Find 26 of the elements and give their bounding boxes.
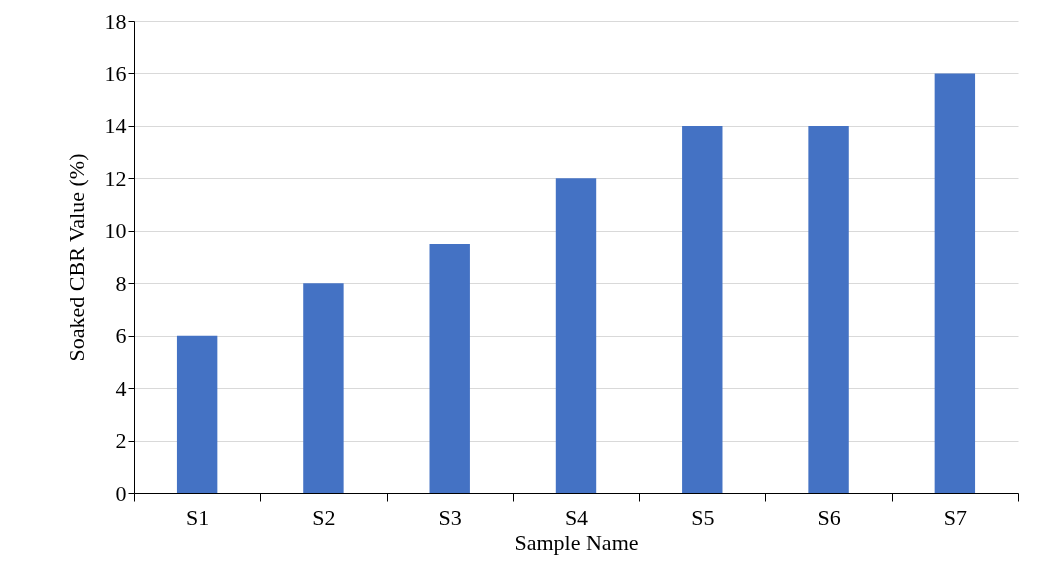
bar <box>429 243 470 493</box>
bar <box>808 125 849 493</box>
y-axis-title: Soaked CBR Value (%) <box>63 153 89 362</box>
x-axis-title: Sample Name <box>514 529 639 555</box>
y-tick-label: 10 <box>104 218 127 244</box>
y-tick-label: 2 <box>115 428 127 454</box>
y-tick-label: 4 <box>115 375 127 401</box>
y-tick-label: 18 <box>104 8 127 34</box>
y-tick-label: 16 <box>104 60 127 86</box>
y-tick-label: 8 <box>115 270 127 296</box>
y-tick-label: 6 <box>115 323 127 349</box>
x-tick-label: S5 <box>691 504 715 530</box>
bar <box>682 125 723 493</box>
bar <box>934 73 976 493</box>
x-tick-label: S4 <box>564 504 589 530</box>
x-tick-label: S3 <box>438 504 462 530</box>
x-tick-label: S7 <box>943 504 967 530</box>
bar <box>176 335 218 493</box>
x-tick-label: S6 <box>817 504 841 530</box>
y-tick-label: 14 <box>104 113 127 139</box>
y-tick-label: 12 <box>104 165 127 191</box>
x-tick-label: S2 <box>312 504 336 530</box>
bar <box>555 178 597 493</box>
y-tick-label: 0 <box>115 480 127 506</box>
bar <box>303 283 344 493</box>
x-tick-label: S1 <box>186 504 210 530</box>
